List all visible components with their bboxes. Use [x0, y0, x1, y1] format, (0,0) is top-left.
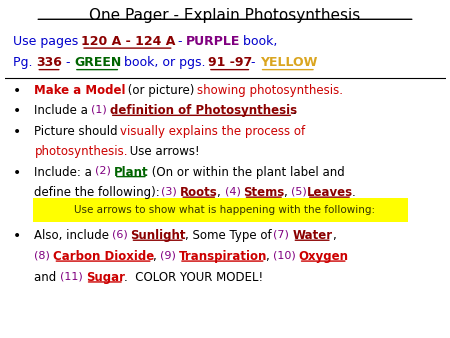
Text: Use pages: Use pages [14, 35, 82, 48]
Text: -: - [174, 35, 186, 48]
Text: •: • [14, 104, 22, 118]
Text: 91 -97: 91 -97 [208, 56, 252, 69]
Text: Carbon Dioxide: Carbon Dioxide [54, 250, 155, 263]
Text: Make a Model: Make a Model [35, 83, 126, 97]
Text: (11): (11) [60, 271, 86, 281]
Text: define the following):: define the following): [35, 186, 164, 199]
Text: (9): (9) [160, 250, 180, 260]
Text: (5): (5) [291, 186, 307, 196]
Text: showing photosynthesis.: showing photosynthesis. [197, 83, 343, 97]
Text: -: - [62, 56, 74, 69]
Text: •: • [14, 229, 22, 243]
Text: (1): (1) [91, 104, 110, 114]
Text: Sugar: Sugar [86, 271, 125, 284]
Text: PURPLE: PURPLE [186, 35, 240, 48]
Text: ,: , [217, 186, 225, 199]
Text: ,: , [332, 229, 336, 242]
Text: Oxygen: Oxygen [299, 250, 349, 263]
Text: book,: book, [239, 35, 278, 48]
Text: Use arrows!: Use arrows! [126, 145, 200, 158]
Text: (4): (4) [225, 186, 244, 196]
Text: One Pager - Explain Photosynthesis: One Pager - Explain Photosynthesis [90, 8, 360, 23]
Text: GREEN: GREEN [74, 56, 121, 69]
Text: Water: Water [292, 229, 333, 242]
Text: Also, include: Also, include [35, 229, 113, 242]
Text: Pg.: Pg. [14, 56, 37, 69]
Text: Leaves: Leaves [307, 186, 353, 199]
Text: Picture should: Picture should [35, 125, 122, 138]
Text: •: • [14, 83, 22, 98]
Text: and: and [35, 271, 60, 284]
Text: book, or pgs.: book, or pgs. [120, 56, 210, 69]
Text: ,: , [266, 250, 273, 263]
Text: .: . [352, 186, 356, 199]
Text: definition of Photosynthesis: definition of Photosynthesis [110, 104, 297, 117]
Text: .  COLOR YOUR MODEL!: . COLOR YOUR MODEL! [124, 271, 263, 284]
Text: Sunlight: Sunlight [130, 229, 186, 242]
Text: •: • [14, 125, 22, 139]
Text: Stems: Stems [243, 186, 285, 199]
Text: Include a: Include a [35, 104, 92, 117]
Text: 336: 336 [36, 56, 62, 69]
Text: -: - [252, 56, 260, 69]
Text: visually explains the process of: visually explains the process of [120, 125, 305, 138]
FancyBboxPatch shape [33, 198, 408, 222]
Text: photosynthesis.: photosynthesis. [35, 145, 128, 158]
Text: Transpiration: Transpiration [179, 250, 267, 263]
Text: (7): (7) [274, 229, 293, 239]
Text: Include: a: Include: a [35, 166, 96, 179]
Text: , Some Type of: , Some Type of [185, 229, 275, 242]
Text: •: • [14, 166, 22, 180]
Text: (3): (3) [162, 186, 180, 196]
Text: Use arrows to show what is happening with the following:: Use arrows to show what is happening wit… [74, 205, 376, 215]
Text: ,: , [153, 250, 160, 263]
Text: (On or within the plant label and: (On or within the plant label and [148, 166, 345, 179]
Text: (6): (6) [112, 229, 131, 239]
Text: ,: , [284, 186, 292, 199]
Text: (2): (2) [95, 166, 114, 176]
Text: (10): (10) [273, 250, 299, 260]
Text: (or picture): (or picture) [124, 83, 198, 97]
Text: Plant: Plant [114, 166, 148, 179]
Text: Roots: Roots [180, 186, 218, 199]
Text: .: . [293, 104, 297, 117]
Text: YELLOW: YELLOW [260, 56, 317, 69]
Text: 120 A - 124 A: 120 A - 124 A [81, 35, 176, 48]
Text: (8): (8) [35, 250, 54, 260]
